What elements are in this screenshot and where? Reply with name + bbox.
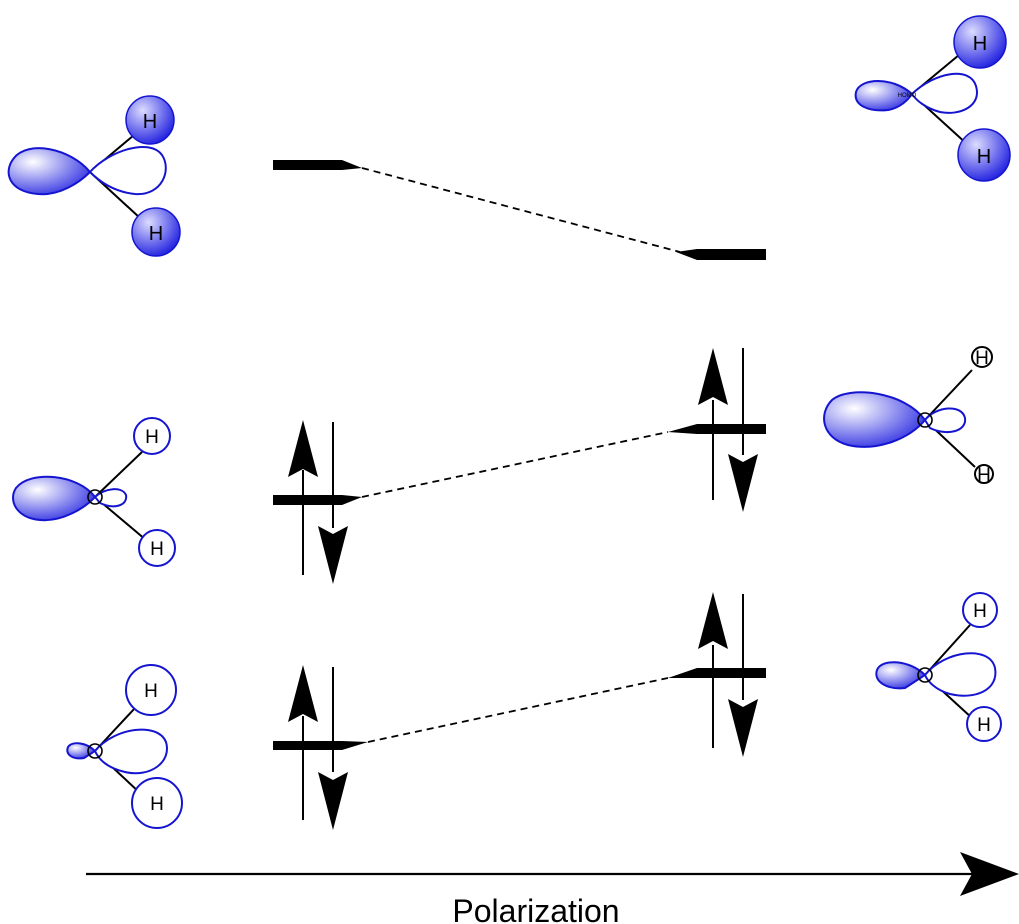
hydrogen-label: H [144,681,158,702]
polarization-axis [86,852,1019,896]
hydrogen-label: H [977,465,991,486]
correlation-line-homo [361,431,669,498]
right-lumo-orbital: HOMO H H [854,15,1011,182]
hydrogen-label: H [975,348,989,369]
right-lumo-level [676,249,766,260]
hydrogen-label: H [973,601,987,622]
left-homo-level [273,495,362,505]
correlation-line-lumo [361,167,681,253]
axis-label: Polarization [452,893,619,924]
hydrogen-atom [125,95,175,145]
hydrogen-label: H [150,539,164,560]
right-homo-1-level [668,668,766,678]
hydrogen-atom [974,464,994,484]
hydrogen-atom [953,15,1007,69]
hydrogen-atom [131,207,181,257]
hydrogen-atom [966,706,1002,742]
hydrogen-label: H [143,111,157,133]
hydrogen-label: H [977,715,991,736]
hydrogen-atom [131,777,183,829]
left-homo-orbital: H H [12,417,176,567]
left-homo-1-electron-pair [288,665,348,830]
hydrogen-atom [133,417,171,455]
hydrogen-atom [962,592,998,628]
right-homo-1-electron-pair [698,592,758,757]
right-homo-1-orbital: H H [875,592,1002,742]
right-homo-orbital: H H [823,346,994,486]
hydrogen-atom [138,529,176,567]
right-homo-electron-pair [698,348,758,512]
right-homo-level [668,424,766,434]
hydrogen-atom [957,128,1011,182]
hydrogen-label: H [973,33,987,55]
left-homo-1-orbital: H H [66,664,183,829]
hydrogen-label: H [149,223,163,245]
hydrogen-label: H [977,146,991,168]
hydrogen-label: H [150,794,164,815]
correlation-line-homo-1 [367,677,669,743]
left-homo-electron-pair [288,420,348,584]
left-lumo-level [273,160,362,170]
hydrogen-atom [971,346,993,368]
homo-center-label: HOMO [898,93,917,99]
hydrogen-label: H [145,427,159,448]
left-lumo-orbital: H H [7,95,181,257]
hydrogen-atom [125,664,177,716]
left-homo-1-level [273,741,368,750]
